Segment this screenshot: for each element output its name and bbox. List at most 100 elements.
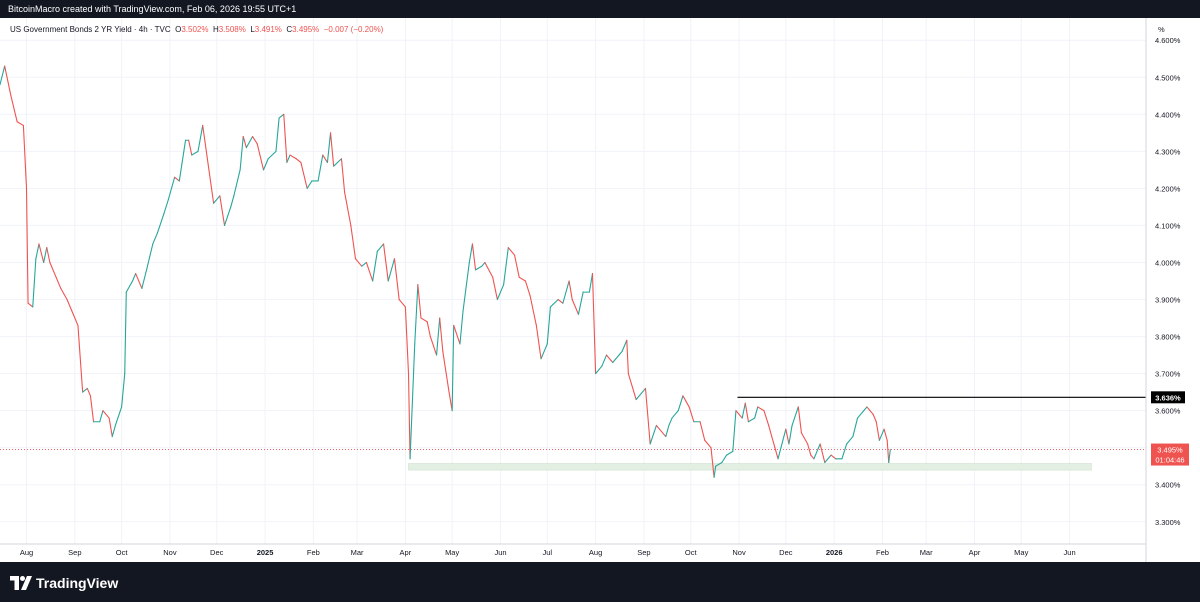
price-segment — [202, 124, 210, 171]
price-segment — [888, 448, 891, 464]
x-tick-label: Feb — [307, 548, 320, 557]
price-segment — [141, 269, 148, 289]
x-tick-label: Oct — [116, 548, 129, 557]
last-price-label: 3.495% — [1157, 446, 1183, 455]
price-segment — [612, 358, 617, 364]
price-segment — [108, 417, 113, 438]
x-tick-label: Jul — [542, 548, 552, 557]
price-segment — [492, 276, 498, 301]
chart-area[interactable]: % 4.600% 4.500% 4.400% 4.300% 4.200% 4.100% 4.0… — [0, 18, 1200, 562]
price-segment — [475, 265, 483, 271]
x-tick-label: Oct — [685, 548, 698, 557]
x-tick-label: Mar — [351, 548, 364, 557]
price-segment — [27, 302, 34, 308]
y-tick-label: 3.600% — [1155, 407, 1181, 416]
price-segment — [621, 339, 628, 352]
price-segment — [167, 176, 176, 201]
price-segment — [102, 410, 110, 419]
open-value: 3.502% — [181, 25, 209, 34]
price-segment — [376, 243, 385, 252]
price-segment — [468, 243, 473, 264]
price-segment — [283, 113, 288, 164]
price-segment — [239, 135, 244, 171]
price-segment — [658, 428, 667, 438]
price-segment — [571, 298, 580, 315]
price-segment — [841, 443, 848, 460]
price-segment — [774, 447, 779, 460]
price-segment — [163, 198, 169, 215]
price-segment — [471, 243, 477, 271]
price-segment — [507, 247, 516, 256]
x-tick-label: 2025 — [257, 548, 274, 557]
price-segment — [152, 232, 159, 245]
price-segment — [785, 428, 790, 445]
x-tick-label: Nov — [163, 548, 177, 557]
price-segment — [549, 298, 559, 308]
x-tick-label: Mar — [920, 548, 933, 557]
price-segment — [242, 135, 247, 149]
price-segment — [744, 402, 749, 423]
price-segment — [615, 350, 623, 360]
price-segment — [131, 273, 137, 282]
price-segment — [655, 424, 661, 430]
tradingview-brand[interactable]: TradingView — [10, 574, 118, 592]
price-segment — [121, 373, 126, 408]
price-segment — [333, 158, 343, 167]
price-segment — [601, 354, 608, 367]
price-segment — [16, 121, 24, 126]
price-segment — [223, 206, 232, 226]
price-segment — [484, 261, 494, 278]
price-segment — [451, 324, 455, 412]
price-segment — [262, 158, 269, 171]
x-tick-label: Sep — [68, 548, 81, 557]
brand-name: TradingView — [36, 575, 119, 591]
close-value: 3.495% — [292, 25, 320, 34]
price-segment — [462, 261, 470, 312]
price-segment — [156, 213, 165, 234]
price-segment — [393, 258, 400, 301]
y-tick-label: 3.900% — [1155, 296, 1181, 305]
price-chart[interactable]: % 4.600% 4.500% 4.400% 4.300% 4.200% 4.100% 4.0… — [0, 18, 1200, 562]
price-segment — [295, 158, 302, 164]
price-segment — [591, 273, 597, 375]
price-segment — [0, 65, 6, 86]
price-segment — [230, 195, 235, 208]
price-segment — [807, 443, 812, 456]
x-tick-label: Aug — [589, 548, 602, 557]
price-segment — [372, 250, 378, 282]
y-tick-label: 3.300% — [1155, 518, 1181, 527]
price-segment — [414, 284, 419, 345]
price-segment — [322, 154, 328, 164]
x-tick-label: Jun — [1064, 548, 1076, 557]
price-segment — [819, 443, 826, 464]
x-tick-label: Aug — [20, 548, 33, 557]
price-segment — [682, 395, 690, 408]
y-tick-label: 3.800% — [1155, 333, 1181, 342]
price-segment — [540, 343, 548, 360]
x-tick-label: Jun — [494, 548, 506, 557]
price-segment — [55, 276, 62, 289]
price-segment — [188, 139, 193, 156]
price-segment — [626, 339, 629, 375]
price-segment — [326, 132, 332, 164]
x-tick-label: May — [1014, 548, 1028, 557]
price-segment — [354, 258, 363, 267]
resistance-price-label: 3.636% — [1155, 393, 1181, 402]
price-segment — [317, 154, 324, 182]
price-segment — [383, 243, 389, 282]
price-segment — [43, 247, 48, 264]
price-segment — [86, 387, 91, 397]
price-segment — [10, 95, 18, 123]
price-segment — [82, 387, 88, 393]
price-segment — [306, 180, 313, 189]
price-segment — [25, 187, 29, 304]
price-segment — [797, 406, 802, 434]
price-segment — [420, 317, 428, 323]
price-segment — [699, 421, 706, 441]
price-segment — [344, 191, 352, 226]
price-segment — [481, 261, 486, 267]
x-tick-label: May — [445, 548, 459, 557]
open-label: O — [175, 25, 182, 34]
price-segment — [429, 336, 438, 356]
y-tick-label: 4.000% — [1155, 258, 1181, 267]
